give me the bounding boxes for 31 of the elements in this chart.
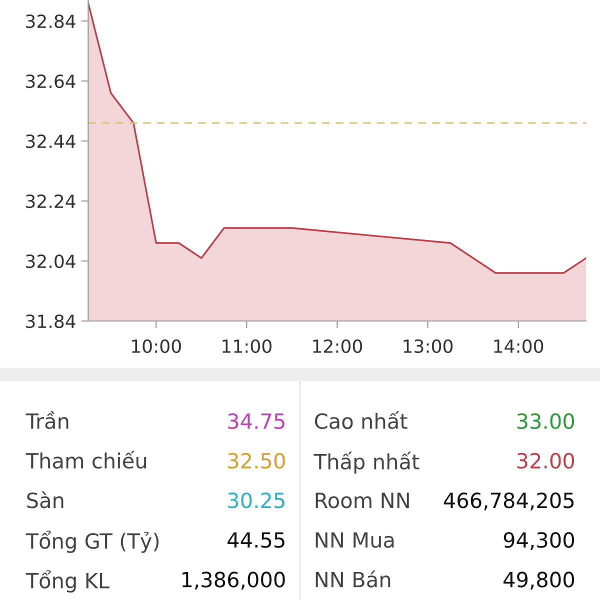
y-tick-label: 32.04 <box>26 254 76 268</box>
y-tick-label: 32.44 <box>26 134 76 148</box>
x-tick-label: 11:00 <box>222 339 272 354</box>
category-label: Thấp nhất <box>314 452 420 474</box>
text: 94,300 <box>504 532 574 550</box>
y-tick-label: 32.24 <box>26 194 76 208</box>
text: 49,800 <box>504 572 574 590</box>
text: 30.25 <box>228 492 284 508</box>
y-tick-label: 32.84 <box>26 14 76 28</box>
text: 32.50 <box>228 452 285 469</box>
x-tick-label: 10:00 <box>132 339 181 354</box>
x-tick-label: 13:00 <box>404 339 453 354</box>
category-label: NN Bán <box>316 570 390 588</box>
category-label: Cao nhất <box>314 411 408 430</box>
text: 466,784,205 <box>444 492 574 510</box>
text: 33.00 <box>517 413 574 430</box>
text: 32.00 <box>517 452 574 469</box>
category-label: NN Mua <box>316 532 394 548</box>
text: 44.55 <box>228 532 284 548</box>
category-label: Room NN <box>316 492 409 508</box>
text: 34.75 <box>228 413 284 430</box>
x-tick-label: 12:00 <box>313 339 362 354</box>
text: 1,386,000 <box>182 572 285 590</box>
x-tick-label: 14:00 <box>494 339 544 354</box>
y-tick-label: 31.84 <box>26 314 76 328</box>
category-label: Trần <box>26 411 68 430</box>
category-label: Sàn <box>27 491 64 508</box>
y-tick-label: 32.64 <box>26 74 76 88</box>
category-label: Tổng GT (Tỷ) <box>26 530 159 553</box>
category-label: Tổng KL <box>26 570 110 593</box>
category-label: Tham chiếu <box>26 450 146 469</box>
